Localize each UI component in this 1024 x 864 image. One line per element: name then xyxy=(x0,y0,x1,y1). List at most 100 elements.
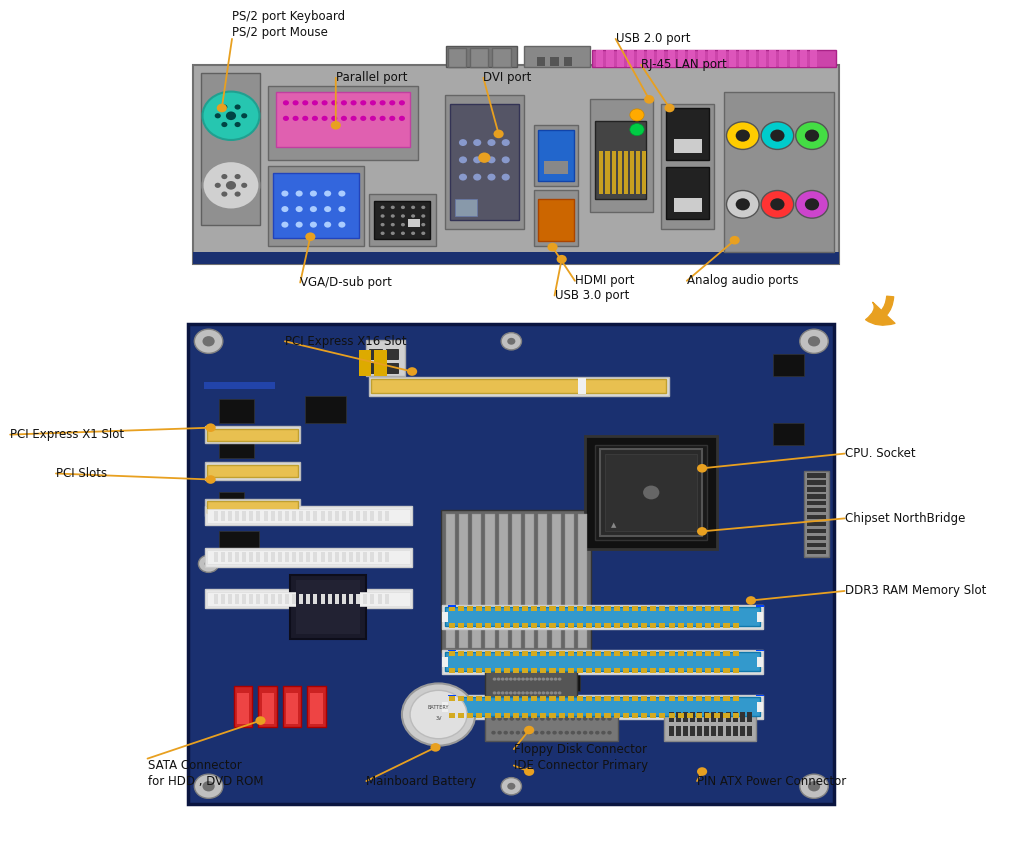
Bar xyxy=(773,354,804,376)
Bar xyxy=(535,125,578,186)
Bar xyxy=(706,668,712,673)
Circle shape xyxy=(607,717,611,721)
Bar xyxy=(313,552,317,562)
Circle shape xyxy=(595,717,599,721)
Circle shape xyxy=(501,333,521,350)
Circle shape xyxy=(534,717,539,721)
Bar xyxy=(586,713,592,718)
Circle shape xyxy=(487,174,496,181)
Bar xyxy=(650,623,656,628)
Circle shape xyxy=(331,116,337,121)
Bar xyxy=(249,552,253,562)
Bar xyxy=(205,548,412,567)
Bar xyxy=(372,379,667,393)
Bar xyxy=(678,713,684,718)
Bar xyxy=(256,552,260,562)
Bar xyxy=(364,594,368,604)
Bar xyxy=(541,606,547,611)
Bar xyxy=(604,623,610,628)
Circle shape xyxy=(421,232,425,235)
Circle shape xyxy=(510,731,514,734)
Circle shape xyxy=(513,691,517,695)
Bar xyxy=(739,712,744,722)
Bar xyxy=(599,151,603,194)
Bar xyxy=(732,726,737,736)
Bar xyxy=(539,514,548,648)
Text: PIN ATX Power Connector: PIN ATX Power Connector xyxy=(697,774,846,788)
Bar xyxy=(605,151,609,194)
Bar xyxy=(724,623,729,628)
Bar xyxy=(724,606,729,611)
Text: VGA/D-sub port: VGA/D-sub port xyxy=(300,276,392,289)
Text: PCI Slots: PCI Slots xyxy=(56,467,108,480)
Bar xyxy=(441,612,447,622)
Bar xyxy=(441,650,763,674)
Circle shape xyxy=(542,691,545,695)
Bar xyxy=(328,552,332,562)
Bar xyxy=(242,594,246,604)
Circle shape xyxy=(524,767,535,776)
Bar xyxy=(219,399,254,423)
Bar xyxy=(485,514,495,648)
Circle shape xyxy=(338,222,345,228)
Bar xyxy=(715,606,721,611)
Bar xyxy=(732,712,737,722)
Bar xyxy=(385,511,389,521)
Bar xyxy=(307,686,326,727)
Bar xyxy=(757,657,763,667)
Bar xyxy=(687,606,693,611)
Circle shape xyxy=(293,116,299,121)
Bar xyxy=(356,594,360,604)
Bar xyxy=(567,651,573,656)
Bar xyxy=(242,552,246,562)
Text: CPU. Socket: CPU. Socket xyxy=(845,447,915,461)
Circle shape xyxy=(459,139,467,146)
Bar xyxy=(595,121,646,199)
Circle shape xyxy=(322,100,328,105)
Bar xyxy=(270,552,274,562)
Bar xyxy=(476,668,482,673)
Circle shape xyxy=(504,717,508,721)
Bar xyxy=(531,623,538,628)
Bar xyxy=(467,668,473,673)
Bar xyxy=(321,594,325,604)
Circle shape xyxy=(800,774,828,798)
Bar xyxy=(512,514,521,648)
Text: USB 2.0 port: USB 2.0 port xyxy=(615,32,690,46)
Bar xyxy=(525,514,535,648)
Circle shape xyxy=(548,243,558,251)
Bar xyxy=(504,713,510,718)
Bar xyxy=(207,501,298,513)
Circle shape xyxy=(215,183,221,188)
Circle shape xyxy=(283,100,289,105)
Bar xyxy=(349,594,353,604)
Circle shape xyxy=(493,677,497,681)
Bar xyxy=(567,606,573,611)
Bar xyxy=(564,57,571,66)
Bar xyxy=(447,605,456,607)
Bar xyxy=(445,514,455,648)
Circle shape xyxy=(558,731,563,734)
Bar xyxy=(659,623,666,628)
Bar xyxy=(278,594,282,604)
Bar xyxy=(539,130,573,181)
Bar xyxy=(595,713,601,718)
Bar xyxy=(738,50,745,67)
Circle shape xyxy=(546,731,551,734)
Bar xyxy=(449,623,455,628)
Circle shape xyxy=(735,199,750,211)
Bar xyxy=(370,363,382,373)
Circle shape xyxy=(542,677,545,681)
FancyArrowPatch shape xyxy=(865,296,895,325)
Bar xyxy=(807,522,826,526)
Bar xyxy=(550,713,556,718)
Bar xyxy=(595,651,601,656)
Text: Parallel port: Parallel port xyxy=(336,71,408,85)
Bar xyxy=(613,668,620,673)
Bar xyxy=(270,594,274,604)
Circle shape xyxy=(360,116,367,121)
Bar xyxy=(370,349,382,359)
Bar xyxy=(485,668,492,673)
Bar xyxy=(378,552,382,562)
Circle shape xyxy=(665,104,675,112)
